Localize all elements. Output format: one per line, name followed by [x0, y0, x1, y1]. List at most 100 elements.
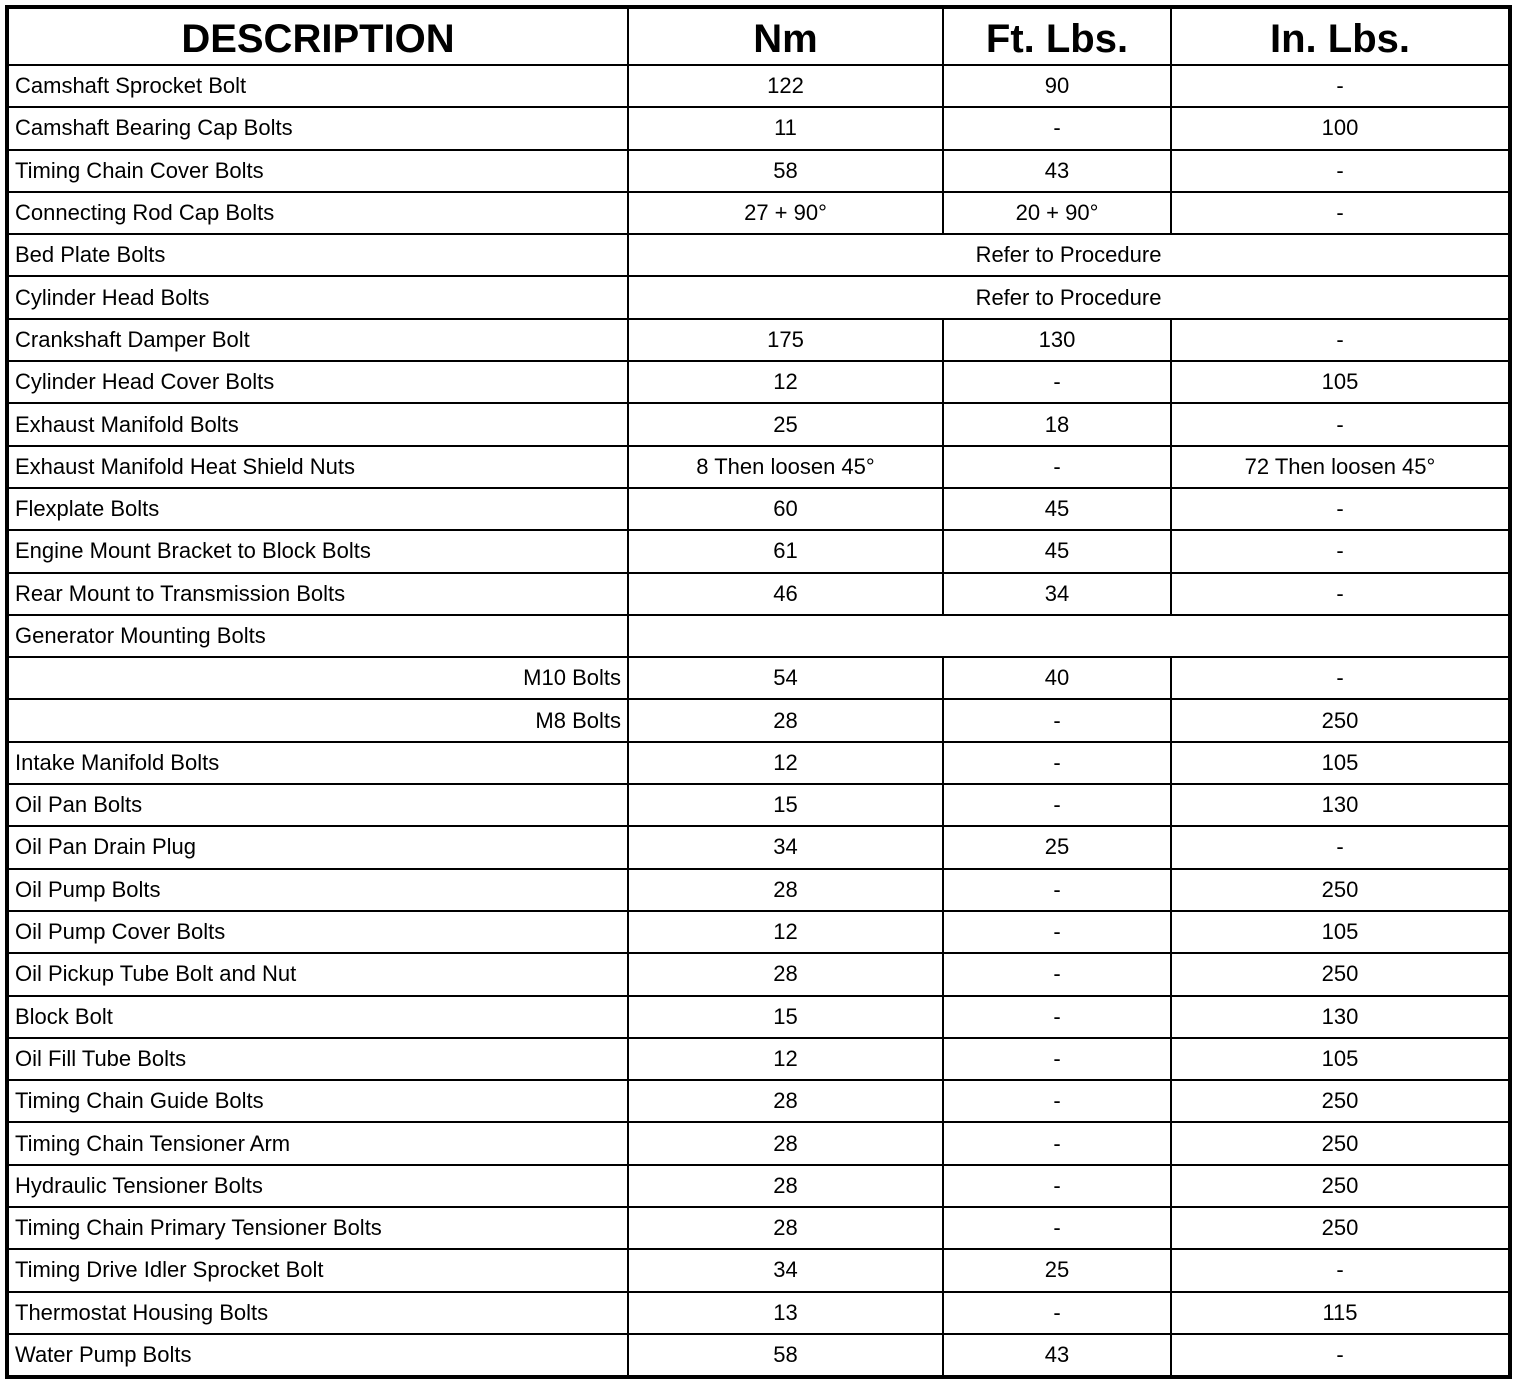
cell-ft-lbs: - [942, 106, 1172, 151]
cell-span-note [627, 613, 1511, 659]
cell-ft-lbs: - [942, 1036, 1172, 1082]
cell-nm: 54 [627, 656, 944, 701]
table-row: Exhaust Manifold Heat Shield Nuts 8 Then … [6, 444, 1511, 489]
cell-in-lbs: - [1170, 148, 1511, 193]
cell-description: Hydraulic Tensioner Bolts [6, 1163, 629, 1209]
cell-description: Oil Pump Bolts [6, 867, 629, 912]
cell-description: Oil Pickup Tube Bolt and Nut [6, 952, 629, 997]
table-row: Water Pump Bolts 58 43- [6, 1332, 1511, 1379]
cell-description: Engine Mount Bracket to Block Bolts [6, 529, 629, 574]
table-row: Engine Mount Bracket to Block Bolts 61 45- [6, 529, 1511, 574]
table-row: Timing Drive Idler Sprocket Bolt 34 25- [6, 1248, 1511, 1293]
cell-ft-lbs: - [942, 952, 1172, 997]
cell-ft-lbs: 130 [942, 317, 1172, 363]
cell-in-lbs: - [1170, 317, 1511, 363]
table-row: Flexplate Bolts 60 45- [6, 486, 1511, 532]
cell-ft-lbs: 40 [942, 656, 1172, 701]
cell-in-lbs: - [1170, 402, 1511, 447]
cell-in-lbs: 250 [1170, 1206, 1511, 1251]
cell-ft-lbs: - [942, 783, 1172, 828]
cell-in-lbs: 115 [1170, 1290, 1511, 1335]
cell-ft-lbs: 45 [942, 486, 1172, 532]
cell-nm: 28 [627, 1121, 944, 1166]
table-row: Timing Chain Tensioner Arm 28-250 [6, 1121, 1511, 1166]
cell-ft-lbs: - [942, 994, 1172, 1039]
table-row: Oil Pan Bolts 15-130 [6, 783, 1511, 828]
table-row: Generator Mounting Bolts [6, 613, 1511, 659]
cell-ft-lbs: - [942, 740, 1172, 786]
cell-in-lbs: 100 [1170, 106, 1511, 151]
cell-in-lbs: 105 [1170, 1036, 1511, 1082]
cell-ft-lbs: - [942, 698, 1172, 743]
table-row: Timing Chain Cover Bolts 58 43- [6, 148, 1511, 193]
table-body: Camshaft Sprocket Bolt 122 90- Camshaft Bea… [6, 63, 1511, 1379]
table-row: M10 Bolts 54 40- [6, 656, 1511, 701]
cell-nm: 25 [627, 402, 944, 447]
cell-in-lbs: 250 [1170, 1163, 1511, 1209]
cell-description: Timing Chain Tensioner Arm [6, 1121, 629, 1166]
cell-ft-lbs: - [942, 444, 1172, 489]
cell-nm: 46 [627, 571, 944, 616]
cell-in-lbs: 250 [1170, 952, 1511, 997]
cell-in-lbs: - [1170, 825, 1511, 870]
cell-nm: 12 [627, 909, 944, 955]
table-row: Intake Manifold Bolts 12-105 [6, 740, 1511, 786]
cell-description: Oil Fill Tube Bolts [6, 1036, 629, 1082]
cell-ft-lbs: 43 [942, 1332, 1172, 1379]
cell-ft-lbs: 90 [942, 63, 1172, 109]
table-row: M8 Bolts 28-250 [6, 698, 1511, 743]
table-row: Hydraulic Tensioner Bolts 28-250 [6, 1163, 1511, 1209]
cell-in-lbs: - [1170, 1248, 1511, 1293]
cell-in-lbs: 250 [1170, 867, 1511, 912]
cell-nm: 12 [627, 740, 944, 786]
cell-description: Thermostat Housing Bolts [6, 1290, 629, 1335]
cell-in-lbs: - [1170, 63, 1511, 109]
cell-ft-lbs: 43 [942, 148, 1172, 193]
cell-description: Oil Pan Bolts [6, 783, 629, 828]
cell-nm: 34 [627, 825, 944, 870]
table-row: Timing Chain Primary Tensioner Bolts 28-2… [6, 1206, 1511, 1251]
cell-description: Timing Drive Idler Sprocket Bolt [6, 1248, 629, 1293]
header-description: DESCRIPTION [6, 6, 629, 66]
cell-span-note: Refer to Procedure [627, 233, 1511, 278]
cell-nm: 28 [627, 1079, 944, 1124]
table-row: Cylinder Head Cover Bolts 12-105 [6, 360, 1511, 405]
table-row: Connecting Rod Cap Bolts 27 + 90° 20 + 90°… [6, 190, 1511, 236]
cell-span-note: Refer to Procedure [627, 275, 1511, 320]
cell-in-lbs: - [1170, 190, 1511, 236]
table-row: Oil Pan Drain Plug 34 25- [6, 825, 1511, 870]
cell-in-lbs: 105 [1170, 360, 1511, 405]
cell-description: Rear Mount to Transmission Bolts [6, 571, 629, 616]
cell-in-lbs: 250 [1170, 1121, 1511, 1166]
cell-nm: 12 [627, 1036, 944, 1082]
cell-in-lbs: - [1170, 1332, 1511, 1379]
cell-ft-lbs: - [942, 1079, 1172, 1124]
cell-nm: 28 [627, 1206, 944, 1251]
cell-nm: 28 [627, 952, 944, 997]
table-row: Rear Mount to Transmission Bolts 46 34- [6, 571, 1511, 616]
cell-nm: 58 [627, 1332, 944, 1379]
cell-in-lbs: - [1170, 529, 1511, 574]
cell-nm: 13 [627, 1290, 944, 1335]
cell-description: Timing Chain Primary Tensioner Bolts [6, 1206, 629, 1251]
cell-description: Crankshaft Damper Bolt [6, 317, 629, 363]
cell-description: Timing Chain Guide Bolts [6, 1079, 629, 1124]
cell-description: Bed Plate Bolts [6, 233, 629, 278]
cell-in-lbs: 105 [1170, 740, 1511, 786]
cell-in-lbs: 105 [1170, 909, 1511, 955]
cell-description: Block Bolt [6, 994, 629, 1039]
cell-ft-lbs: - [942, 1121, 1172, 1166]
table-row: Crankshaft Damper Bolt 175 130- [6, 317, 1511, 363]
cell-in-lbs: 72 Then loosen 45° [1170, 444, 1511, 489]
cell-nm: 175 [627, 317, 944, 363]
cell-ft-lbs: - [942, 1163, 1172, 1209]
cell-nm: 34 [627, 1248, 944, 1293]
cell-description: Camshaft Bearing Cap Bolts [6, 106, 629, 151]
table-row: Camshaft Bearing Cap Bolts 11-100 [6, 106, 1511, 151]
cell-nm: 12 [627, 360, 944, 405]
table-row: Cylinder Head Bolts Refer to Procedure [6, 275, 1511, 320]
cell-ft-lbs: 18 [942, 402, 1172, 447]
cell-ft-lbs: 45 [942, 529, 1172, 574]
cell-in-lbs: - [1170, 571, 1511, 616]
cell-nm: 11 [627, 106, 944, 151]
